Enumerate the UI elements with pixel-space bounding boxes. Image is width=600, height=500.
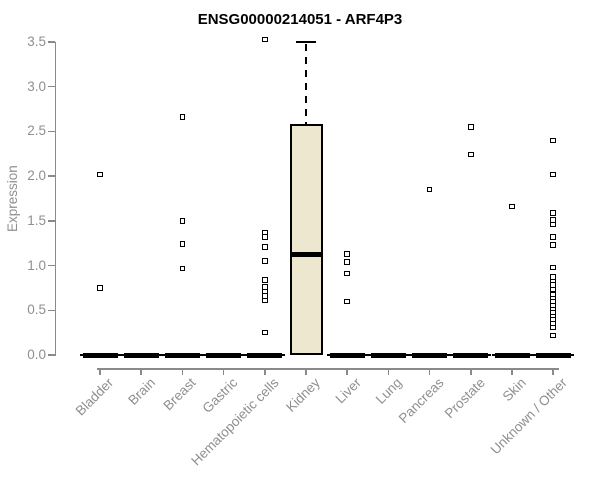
x-tick xyxy=(387,368,390,375)
y-tick xyxy=(48,264,55,267)
outlier-point xyxy=(97,171,103,178)
median-line xyxy=(289,252,323,258)
collapsed-box-median xyxy=(453,352,489,358)
y-tick-label: 1.5 xyxy=(27,212,46,228)
x-tick-label: Brain xyxy=(124,375,158,408)
outlier-point xyxy=(262,297,268,304)
outlier-point xyxy=(344,259,350,265)
x-tick xyxy=(305,368,307,375)
collapsed-box-median xyxy=(412,352,448,358)
collapsed-box-median xyxy=(535,352,571,358)
y-tick xyxy=(48,41,55,43)
x-axis-line xyxy=(97,368,559,370)
outlier-point xyxy=(468,151,474,158)
outlier-point xyxy=(550,221,556,228)
y-tick xyxy=(48,85,55,88)
y-tick xyxy=(48,130,55,133)
whisker-cap xyxy=(296,40,316,44)
x-tick-label: Prostate xyxy=(441,375,488,422)
x-tick-label: Breast xyxy=(160,375,200,414)
y-tick-label: 0.5 xyxy=(27,302,46,318)
x-tick xyxy=(181,368,184,375)
outlier-point xyxy=(344,251,350,257)
outlier-point xyxy=(262,244,268,250)
y-tick xyxy=(48,354,55,356)
collapsed-box-median xyxy=(82,352,118,358)
outlier-point xyxy=(550,171,556,178)
y-tick-label: 2.5 xyxy=(27,123,46,139)
outlier-point xyxy=(262,36,268,43)
outlier-point xyxy=(550,234,556,240)
x-tick xyxy=(222,368,225,375)
outlier-point xyxy=(262,234,268,240)
y-tick xyxy=(48,309,55,312)
x-tick xyxy=(264,368,266,375)
y-axis-line xyxy=(54,42,56,356)
x-tick xyxy=(470,368,472,375)
outlier-point xyxy=(262,277,268,283)
collapsed-box-median xyxy=(206,352,242,358)
outlier-point xyxy=(344,298,350,305)
outlier-point xyxy=(468,124,474,130)
collapsed-box-median xyxy=(329,352,365,358)
collapsed-box-median xyxy=(123,352,159,358)
x-tick-label: Pancreas xyxy=(395,375,447,426)
outlier-point xyxy=(344,270,350,277)
outlier-point xyxy=(550,332,556,339)
outlier-point xyxy=(550,137,556,144)
outlier-point xyxy=(179,218,186,224)
x-tick-label: Unknown / Other xyxy=(487,375,570,458)
x-tick-label: Gastric xyxy=(199,375,241,416)
collapsed-box-median xyxy=(370,352,406,358)
outlier-point xyxy=(262,329,268,336)
y-tick-label: 2.0 xyxy=(27,168,46,184)
chart-title: ENSG00000214051 - ARF4P3 xyxy=(197,11,403,28)
y-tick-label: 1.0 xyxy=(27,257,46,273)
y-tick xyxy=(48,220,55,222)
outlier-point xyxy=(179,241,186,247)
outlier-point xyxy=(179,114,186,120)
y-tick xyxy=(48,175,55,177)
outlier-point xyxy=(550,242,556,248)
y-tick-label: 3.5 xyxy=(27,34,46,49)
x-tick xyxy=(140,368,142,375)
outlier-point xyxy=(550,324,556,331)
outlier-point xyxy=(179,265,186,271)
x-tick xyxy=(552,368,554,375)
x-tick-label: Bladder xyxy=(73,375,117,419)
outlier-point xyxy=(550,264,556,271)
x-tick xyxy=(346,368,348,375)
x-tick-label: Kidney xyxy=(282,375,323,415)
collapsed-box-median xyxy=(247,352,283,358)
x-tick xyxy=(99,368,101,375)
x-tick-label: Liver xyxy=(332,375,364,407)
x-tick-label: Lung xyxy=(373,375,406,407)
x-tick-label: Skin xyxy=(499,375,529,405)
x-tick xyxy=(428,368,431,375)
outlier-point xyxy=(550,210,556,216)
collapsed-box-median xyxy=(494,352,530,358)
x-tick xyxy=(511,368,513,375)
y-tick-label: 0.0 xyxy=(27,347,46,362)
whisker-line xyxy=(305,44,307,125)
y-tick-label: 3.0 xyxy=(27,78,46,94)
outlier-point xyxy=(550,286,556,293)
outlier-point xyxy=(97,285,103,291)
box xyxy=(289,124,323,355)
outlier-point xyxy=(426,186,433,193)
outlier-point xyxy=(262,258,268,264)
collapsed-box-median xyxy=(164,352,200,358)
outlier-point xyxy=(509,203,515,210)
